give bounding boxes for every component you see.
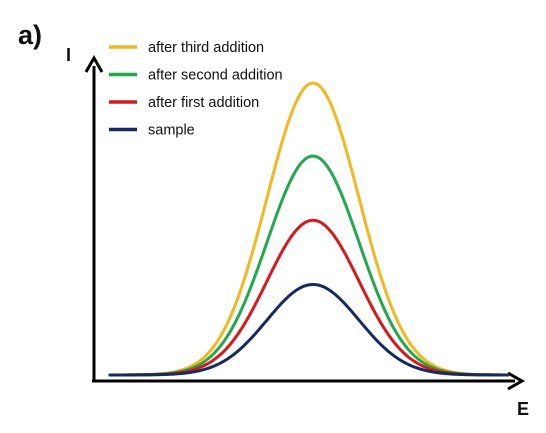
y-axis-label: I (66, 45, 71, 65)
legend-label-1: after second addition (148, 68, 283, 84)
legend: after third addition after second additio… (109, 40, 283, 139)
x-axis-arrowhead (507, 371, 526, 391)
series-curves (108, 81, 510, 377)
panel-label: a) (18, 20, 42, 50)
x-axis-label: E (517, 399, 529, 419)
legend-label-3: sample (148, 123, 195, 139)
legend-label-0: after third addition (148, 40, 264, 56)
axes: I E (66, 45, 529, 419)
legend-label-2: after first addition (148, 95, 259, 111)
series-line-2 (108, 218, 510, 377)
y-axis-arrowhead (84, 54, 104, 73)
series-line-3 (108, 283, 510, 377)
series-line-1 (108, 154, 510, 377)
